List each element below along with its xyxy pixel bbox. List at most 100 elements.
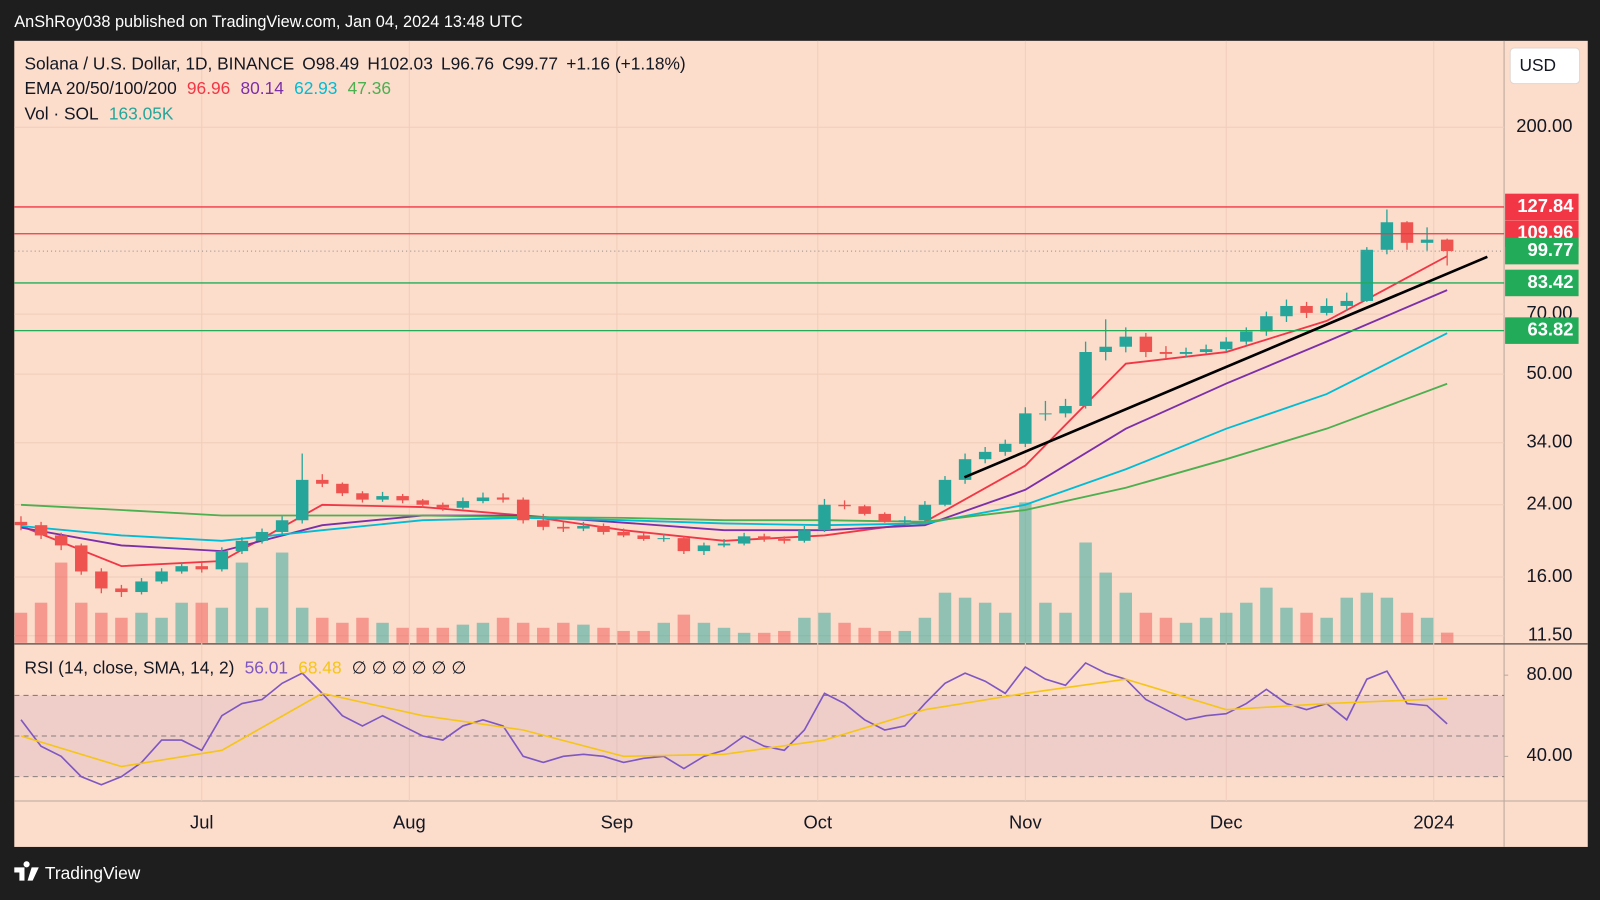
volume-bar xyxy=(637,630,650,643)
volume-bar xyxy=(1300,612,1313,643)
volume-bar xyxy=(1320,617,1333,643)
volume-bar xyxy=(1039,602,1052,643)
candle-body xyxy=(677,538,691,552)
legend-item: O98.49 xyxy=(302,53,359,73)
candle-body xyxy=(75,545,88,572)
volume-bar xyxy=(677,614,691,643)
level-tag-label: 63.82 xyxy=(1528,318,1574,339)
candle-body xyxy=(1280,305,1293,317)
legend-item: Vol · SOL xyxy=(24,103,99,123)
y-tick-label: 80.00 xyxy=(1526,663,1572,684)
volume-bar xyxy=(1119,592,1133,643)
volume-bar xyxy=(617,630,630,643)
legend-item: 62.93 xyxy=(294,77,337,97)
volume-bar xyxy=(476,622,490,643)
legend-row: EMA 20/50/100/200 96.96 80.14 62.93 47.36 xyxy=(24,77,391,97)
legend-item: +1.16 (+1.18%) xyxy=(566,53,685,73)
volume-bar xyxy=(135,612,148,643)
level-tag-label: 127.84 xyxy=(1517,195,1574,216)
candle-body xyxy=(1199,349,1213,353)
candle-body xyxy=(496,497,510,500)
volume-bar xyxy=(1440,632,1454,643)
candle-body xyxy=(1320,305,1333,313)
candle-body xyxy=(275,520,289,532)
volume-bar xyxy=(376,622,389,643)
legend-item: H102.03 xyxy=(367,53,433,73)
candle-layer xyxy=(14,209,1454,597)
grid xyxy=(14,40,1505,802)
volume-bar xyxy=(34,602,48,643)
candle-body xyxy=(1019,413,1032,444)
volume-bar xyxy=(1360,592,1374,643)
volume-bar xyxy=(818,612,831,643)
candle-body xyxy=(356,493,369,500)
volume-bar xyxy=(537,627,550,643)
y-tick-label: 16.00 xyxy=(1526,565,1572,586)
candle-body xyxy=(537,520,550,527)
volume-bar xyxy=(557,622,570,643)
ema-line xyxy=(20,332,1448,542)
legend-item: Solana / U.S. Dollar, 1D, BINANCE xyxy=(24,53,294,73)
candle-body xyxy=(436,504,450,508)
volume-bar xyxy=(516,622,530,643)
volume-bar xyxy=(1199,617,1213,643)
candle-body xyxy=(737,536,751,544)
y-tick-label: 200.00 xyxy=(1516,115,1572,136)
volume-bar xyxy=(838,622,851,643)
volume-bar xyxy=(778,630,791,643)
x-tick-label: Jul xyxy=(190,811,213,832)
candle-body xyxy=(1240,331,1253,342)
candle-body xyxy=(999,443,1012,452)
currency-button[interactable] xyxy=(1509,47,1581,85)
candle-body xyxy=(1139,336,1153,353)
candle-body xyxy=(597,526,610,532)
candle-body xyxy=(1039,413,1052,415)
volume-bar xyxy=(878,630,891,643)
ema-line xyxy=(20,382,1448,523)
y-tick-label: 11.50 xyxy=(1528,624,1573,645)
candle-body xyxy=(95,571,108,589)
publish-header: AnShRoy038 published on TradingView.com,… xyxy=(14,13,523,31)
volume-bar xyxy=(1280,607,1293,643)
candle-body xyxy=(1260,316,1273,332)
candle-body xyxy=(175,566,188,572)
legend-item: 56.01 xyxy=(245,657,288,677)
volume-bar xyxy=(858,627,871,643)
level-tag xyxy=(1505,269,1579,297)
candle-body xyxy=(1300,305,1313,313)
last-price-tag xyxy=(1505,237,1579,265)
volume-bar xyxy=(456,624,470,643)
drawing-layer xyxy=(14,206,1505,479)
legend-layer: Solana / U.S. Dollar, 1D, BINANCE O98.49 H… xyxy=(24,53,685,677)
candle-body xyxy=(1059,405,1072,414)
volume-bar xyxy=(336,622,349,643)
volume-bar xyxy=(275,552,289,643)
candle-body xyxy=(54,535,68,546)
candle-body xyxy=(1179,352,1193,354)
legend-row: Solana / U.S. Dollar, 1D, BINANCE O98.49 H… xyxy=(24,53,685,73)
volume-bar xyxy=(195,602,208,643)
volume-bar xyxy=(54,562,68,643)
tag-layer: 127.84 109.96 83.42 63.82 99.77 xyxy=(1505,193,1579,344)
volume-bar xyxy=(1400,612,1414,643)
volume-bar xyxy=(115,617,128,643)
volume-bar xyxy=(1099,572,1112,643)
candle-body xyxy=(34,525,48,536)
ema-line xyxy=(20,289,1448,553)
volume-bar xyxy=(697,622,711,643)
candle-body xyxy=(1159,352,1173,354)
candle-body xyxy=(1119,336,1133,347)
candle-body xyxy=(316,479,329,484)
volume-bar xyxy=(396,627,409,643)
y-tick-label: 50.00 xyxy=(1526,362,1572,383)
volume-bar xyxy=(978,602,992,643)
level-tag-label: 83.42 xyxy=(1528,271,1574,292)
currency-label[interactable]: USD xyxy=(1519,55,1556,75)
volume-bar xyxy=(597,627,610,643)
rsi-line xyxy=(20,661,1448,786)
candle-body xyxy=(155,571,168,582)
rsi-line xyxy=(20,678,1448,768)
candle-body xyxy=(878,513,891,522)
volume-bar xyxy=(14,612,28,643)
